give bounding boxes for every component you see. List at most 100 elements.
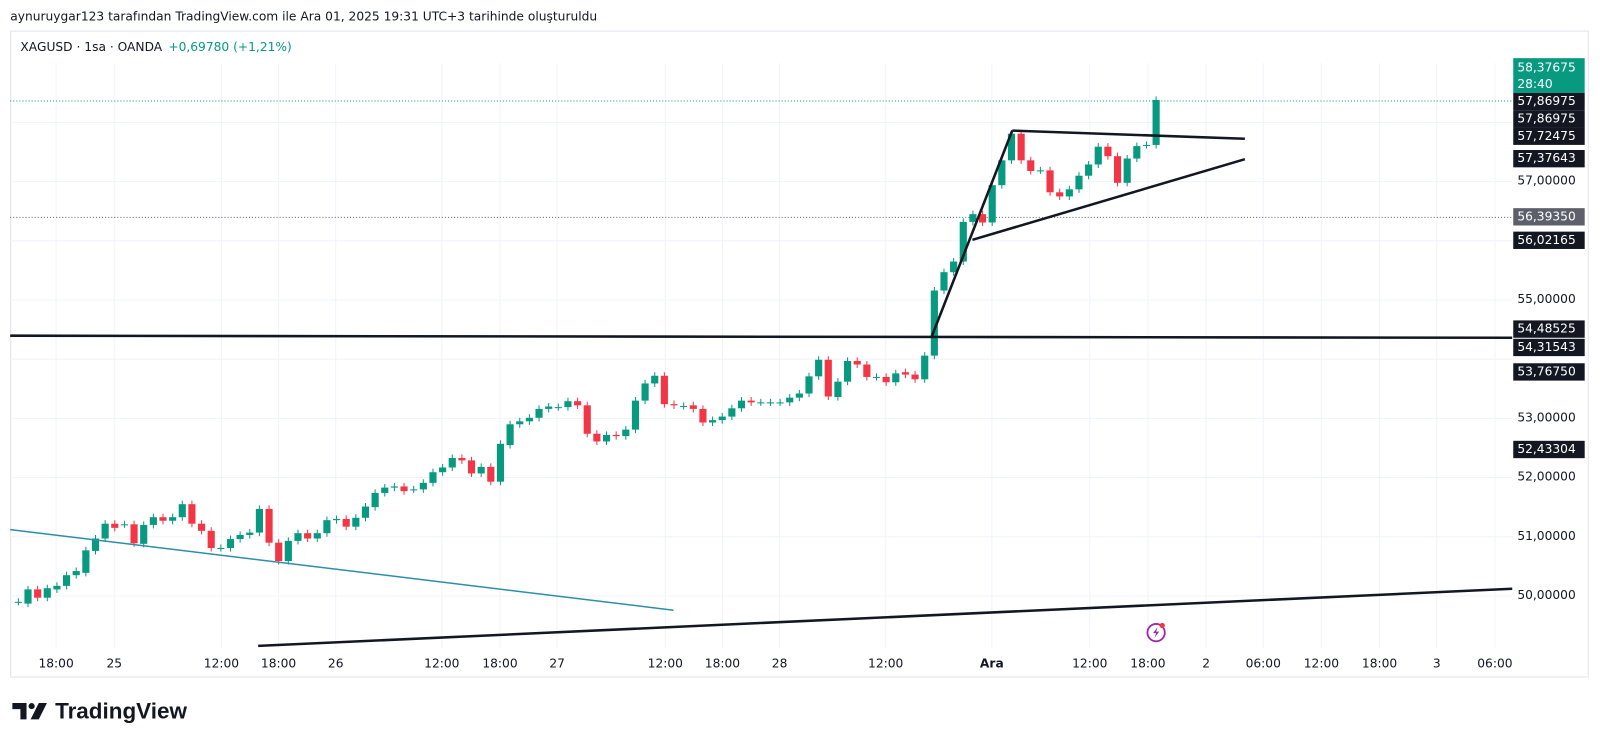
candle-up (294, 529, 302, 545)
time-tick: 12:00 (1072, 656, 1108, 671)
candle-up (1036, 166, 1044, 174)
candle-body (1036, 170, 1044, 172)
support-trendline[interactable] (258, 587, 1513, 648)
candle-up (246, 529, 254, 539)
candle-down (593, 430, 601, 445)
price-tick: 57,00000 (1517, 173, 1576, 188)
candle-body (699, 408, 707, 423)
candle-down (1056, 188, 1064, 200)
candle-up (805, 372, 813, 398)
candle-body (622, 429, 630, 437)
time-tick: 25 (106, 656, 123, 671)
price-marker: 57,37643 (1513, 149, 1585, 168)
candle-down (1046, 166, 1054, 196)
candle-body (863, 364, 871, 377)
candle-body (1075, 175, 1083, 190)
candle-up (680, 402, 688, 410)
candle-up (284, 537, 292, 565)
candle-up (969, 210, 977, 226)
candle-up (535, 405, 543, 422)
candle-body (1094, 146, 1102, 165)
candle-up (506, 420, 514, 449)
time-tick: 18:00 (704, 656, 741, 671)
time-tick: 27 (549, 656, 565, 671)
time-tick: 18:00 (482, 656, 518, 671)
candle-up (516, 417, 524, 428)
candle-body (487, 466, 495, 482)
candle-up (381, 484, 389, 497)
candle-body (63, 575, 71, 586)
candle-body (275, 542, 283, 561)
candle-down (1017, 130, 1025, 164)
candle-body (217, 547, 225, 549)
candle-body (1007, 133, 1016, 161)
candle-down (130, 520, 138, 547)
event-lightning-icon[interactable] (1145, 620, 1167, 643)
triangle-lower-line[interactable] (972, 157, 1246, 242)
candle-body (901, 372, 909, 375)
candle-body (545, 406, 553, 409)
price-tick: 52,00000 (1517, 469, 1576, 484)
price-tick: 50,00000 (1517, 587, 1576, 603)
candle-body (978, 214, 987, 223)
candle-body (776, 402, 784, 404)
candle-down (853, 357, 861, 369)
candle-up (554, 403, 562, 411)
candle-body (689, 405, 697, 409)
time-tick: 2 (1202, 656, 1211, 671)
flagpole-line[interactable] (930, 130, 1014, 338)
candle-up (602, 431, 611, 445)
candle-body (352, 517, 360, 527)
candle-body (853, 360, 861, 365)
candle-body (332, 518, 341, 521)
price-tick: 53,00000 (1517, 410, 1576, 425)
candle-up (410, 485, 418, 493)
candle-up (352, 514, 360, 531)
candle-body (766, 402, 775, 404)
candle-body (130, 524, 138, 544)
horizontal-level-line[interactable] (10, 334, 1513, 340)
candle-up (226, 535, 235, 552)
candle-up (776, 398, 784, 406)
candle-body (950, 261, 958, 273)
candle-up (1123, 154, 1131, 187)
candle-body (516, 421, 524, 425)
time-tick: 28 (771, 656, 788, 671)
candle-body (583, 405, 591, 434)
candle-body (998, 160, 1006, 186)
triangle-upper-line[interactable] (1012, 129, 1245, 141)
current-price: 58,37675 (1517, 60, 1576, 75)
tradingview-logo[interactable]: TradingView (12, 698, 187, 725)
candle-up (178, 500, 186, 521)
candle-up (1065, 185, 1073, 200)
candle-body (1085, 164, 1093, 176)
candle-body (1027, 160, 1035, 171)
price-tick: 55,00000 (1517, 291, 1576, 307)
time-tick: 06:00 (1477, 656, 1513, 671)
candle-body (390, 486, 398, 488)
candle-body (844, 360, 852, 382)
candle-body (304, 533, 312, 539)
candles (14, 96, 1160, 608)
candle-body (1046, 170, 1054, 193)
candle-down (699, 405, 707, 427)
candle-down (458, 454, 466, 464)
candle-up (950, 257, 958, 276)
trendline-teal[interactable] (10, 528, 674, 611)
candle-up (728, 404, 736, 421)
candle-body (381, 487, 389, 493)
candle-up (1085, 160, 1093, 180)
candle-body (747, 400, 755, 403)
candle-up (120, 520, 128, 528)
candle-body (554, 407, 562, 409)
symbol-info: XAGUSD · 1sa · OANDA (20, 39, 163, 55)
candle-up (419, 479, 427, 493)
candle-body (72, 571, 80, 576)
candle-down (824, 356, 832, 401)
symbol-legend[interactable]: XAGUSD · 1sa · OANDA +0,69780 (+1,21%) (20, 40, 291, 54)
candle-body (1065, 189, 1073, 197)
candle-body (872, 376, 881, 378)
candle-up (651, 372, 659, 387)
candle-body (101, 523, 109, 539)
